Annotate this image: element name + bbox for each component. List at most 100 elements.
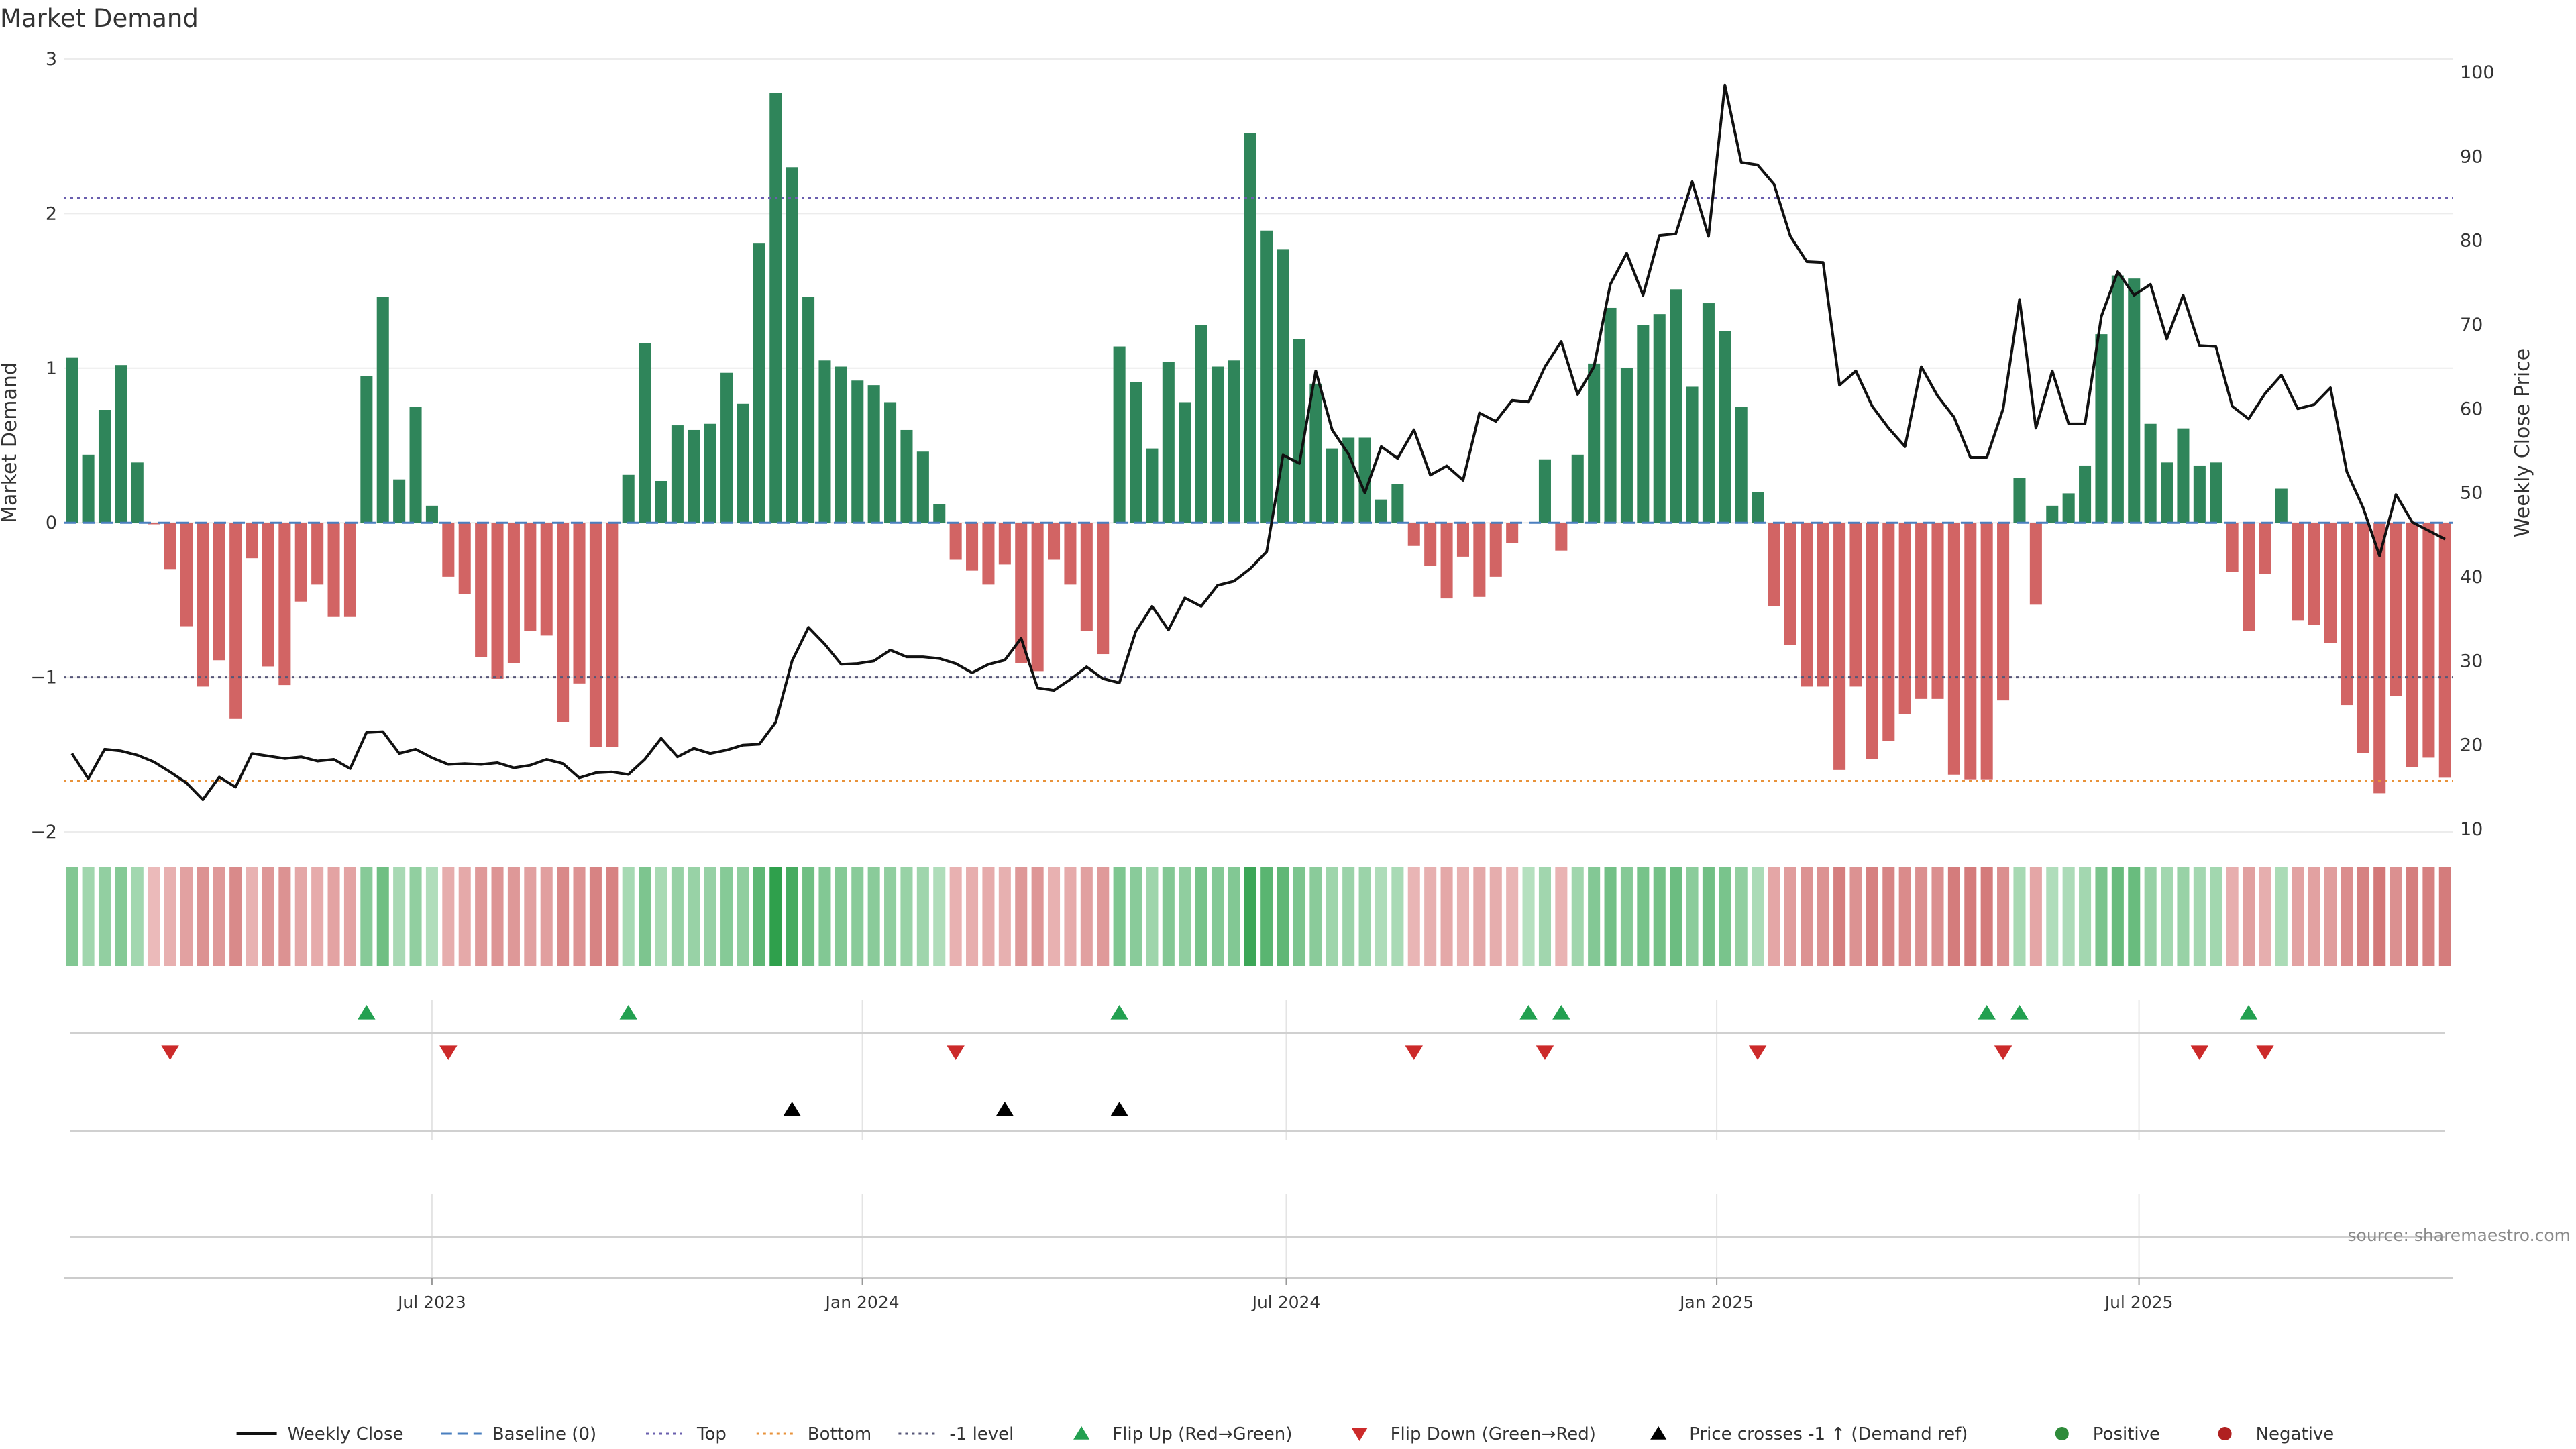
panel-separators [70,1032,2445,1238]
demand-bar-86 [1473,523,1486,597]
heat-cell-30 [557,867,570,966]
demand-bar-28 [524,523,537,631]
demand-bar-91 [1555,523,1568,551]
demand-bar-132 [2226,523,2239,572]
demand-bar-15 [311,523,324,585]
flip-up-markers [358,1005,2258,1020]
heat-cell-28 [524,867,537,966]
heat-cell-4 [131,867,144,966]
flip-down-marker-1 [439,1045,458,1060]
demand-bar-98 [1670,289,1682,523]
heat-cell-3 [115,867,127,966]
heat-cell-60 [1048,867,1061,966]
heat-cell-50 [884,867,897,966]
heat-cell-14 [294,867,307,966]
legend-label-3: Bottom [808,1424,871,1444]
demand-bar-129 [2177,428,2190,523]
legend-item-8: Positive [2055,1424,2160,1444]
demand-bar-131 [2210,462,2222,523]
demand-bar-14 [294,523,307,602]
heat-cell-54 [949,867,962,966]
demand-bar-39 [704,423,716,523]
legend-item-6: Flip Down (Green→Red) [1351,1424,1596,1444]
heat-cell-20 [393,867,406,966]
demand-bar-19 [376,297,389,523]
price-cross-markers [783,1102,1128,1116]
heat-cell-105 [1784,867,1796,966]
demand-bar-115 [1947,523,1960,775]
demand-bar-52 [916,451,929,523]
heat-cell-15 [311,867,324,966]
heat-cell-21 [409,867,422,966]
demand-bar-142 [2390,523,2402,696]
heat-cell-0 [66,867,78,966]
demand-bar-130 [2193,465,2206,523]
demand-bar-107 [1817,523,1829,687]
heat-cell-106 [1801,867,1813,966]
demand-bar-6 [164,523,176,570]
heat-cell-55 [966,867,979,966]
legend-item-3: Bottom [756,1424,871,1444]
demand-bars [66,93,2451,794]
heat-cell-16 [327,867,340,966]
heat-cell-7 [180,867,193,966]
legend-swatch-6 [1351,1428,1368,1441]
demand-bar-85 [1456,523,1469,557]
heat-cell-92 [1571,867,1584,966]
demand-bar-26 [491,523,504,679]
heat-cell-82 [1407,867,1420,966]
heat-cell-128 [2161,867,2174,966]
heat-cell-49 [867,867,880,966]
demand-bar-12 [262,523,274,667]
heat-cell-88 [1506,867,1519,966]
grid-lines [64,58,2453,833]
demand-bar-42 [753,243,765,523]
demand-bar-145 [2438,523,2451,778]
heat-cell-85 [1456,867,1469,966]
demand-bar-102 [1735,407,1748,523]
heat-cell-90 [1538,867,1551,966]
heat-cell-44 [786,867,798,966]
heat-cell-100 [1702,867,1715,966]
demand-bar-106 [1801,523,1813,687]
flip-down-markers [161,1045,2274,1060]
demand-bar-17 [343,523,356,617]
heat-cell-24 [458,867,471,966]
flip-down-marker-6 [1994,1045,2012,1060]
heat-cell-34 [622,867,635,966]
demand-bar-29 [540,523,553,636]
demand-bar-88 [1506,523,1519,543]
heat-cell-136 [2292,867,2304,966]
price-cross-marker-0 [783,1102,801,1116]
demand-bar-53 [933,504,946,523]
demand-bar-122 [2062,493,2075,523]
price-cross-marker-1 [996,1102,1014,1116]
demand-bar-0 [66,357,78,523]
heat-cell-70 [1211,867,1224,966]
demand-bar-119 [2013,478,2026,523]
demand-bar-30 [557,523,570,722]
demand-bar-82 [1407,523,1420,546]
demand-bar-136 [2292,523,2304,621]
heat-cell-17 [343,867,356,966]
heat-cell-18 [360,867,373,966]
demand-bar-116 [1964,523,1977,780]
y-tick-label-3: 0 [46,513,57,533]
heat-cell-114 [1931,867,1944,966]
demand-bar-5 [148,523,160,525]
flip-up-marker-3 [1519,1005,1538,1020]
demand-bar-80 [1375,499,1388,523]
demand-bar-36 [655,480,667,523]
demand-heat-strip [66,867,2451,966]
demand-bar-25 [475,523,488,657]
legend-item-4: -1 level [898,1424,1014,1444]
demand-bar-27 [507,523,520,663]
heat-cell-2 [98,867,111,966]
heat-cell-48 [851,867,864,966]
demand-bar-95 [1620,368,1633,523]
demand-bar-71 [1228,360,1240,523]
demand-bar-73 [1260,230,1273,523]
heat-cell-130 [2193,867,2206,966]
demand-bar-45 [802,297,815,523]
heat-cell-132 [2226,867,2239,966]
